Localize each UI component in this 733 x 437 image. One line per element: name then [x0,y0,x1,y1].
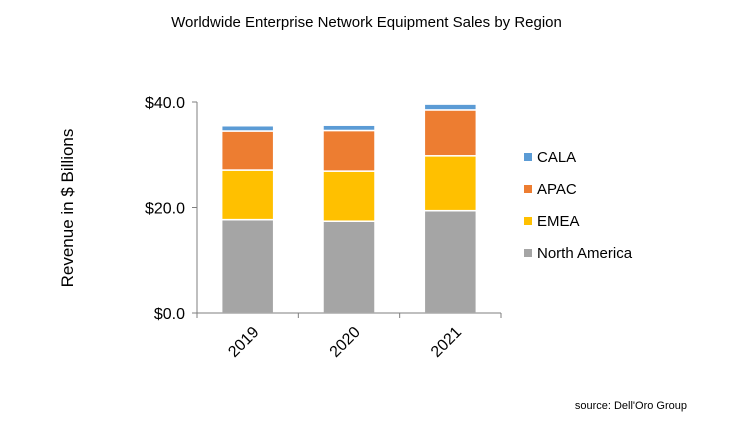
x-ticks-group: 2019 2020 2021 [196,313,502,361]
x-tick-label: 2019 [225,324,262,361]
x-tick-label: 2021 [428,324,465,361]
legend-label-cala: CALA [537,149,576,166]
bars-group [220,103,478,314]
legend-swatch-north-america [524,249,532,257]
y-tick-label: $40.0 [145,95,185,112]
bar-north-america-2019 [220,218,275,314]
bar-emea-2020 [322,170,376,222]
bar-apac-2020 [322,129,376,172]
source-note: source: Dell'Oro Group [574,400,687,412]
bar-cala-2020 [322,124,376,132]
bar-emea-2019 [220,169,275,221]
y-ticks-group: $0.0 $20.0 $40.0 [145,95,197,323]
x-tick-label: 2020 [327,324,364,361]
bar-apac-2021 [423,109,478,157]
legend-label-apac: APAC [537,181,577,198]
legend-swatch-apac [524,185,532,193]
bar-cala-2021 [423,103,478,111]
y-tick-label: $20.0 [145,201,185,218]
bar-north-america-2021 [423,209,478,314]
legend: CALA APAC EMEA North America [524,149,633,262]
legend-swatch-cala [524,153,532,161]
chart-title: Worldwide Enterprise Network Equipment S… [171,14,562,31]
bar-emea-2021 [423,155,478,212]
y-tick-label: $0.0 [154,306,185,323]
legend-label-north-america: North America [537,245,633,262]
legend-swatch-emea [524,217,532,225]
bar-apac-2019 [220,130,275,171]
legend-label-emea: EMEA [537,213,580,230]
bar-north-america-2020 [322,220,376,314]
y-axis-label: Revenue in $ Billions [58,129,77,288]
bar-cala-2019 [220,124,275,132]
